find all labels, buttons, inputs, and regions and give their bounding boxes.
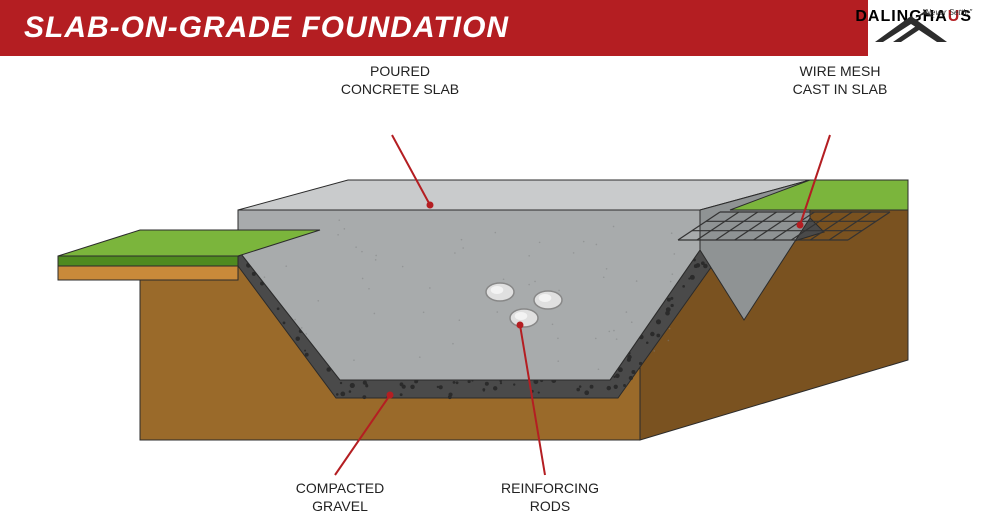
label-rods: REINFORCINGRODS — [470, 480, 630, 515]
label-mesh: WIRE MESHCAST IN SLAB — [760, 63, 920, 98]
label-slab: POUREDCONCRETE SLAB — [320, 63, 480, 98]
label-gravel: COMPACTEDGRAVEL — [260, 480, 420, 515]
